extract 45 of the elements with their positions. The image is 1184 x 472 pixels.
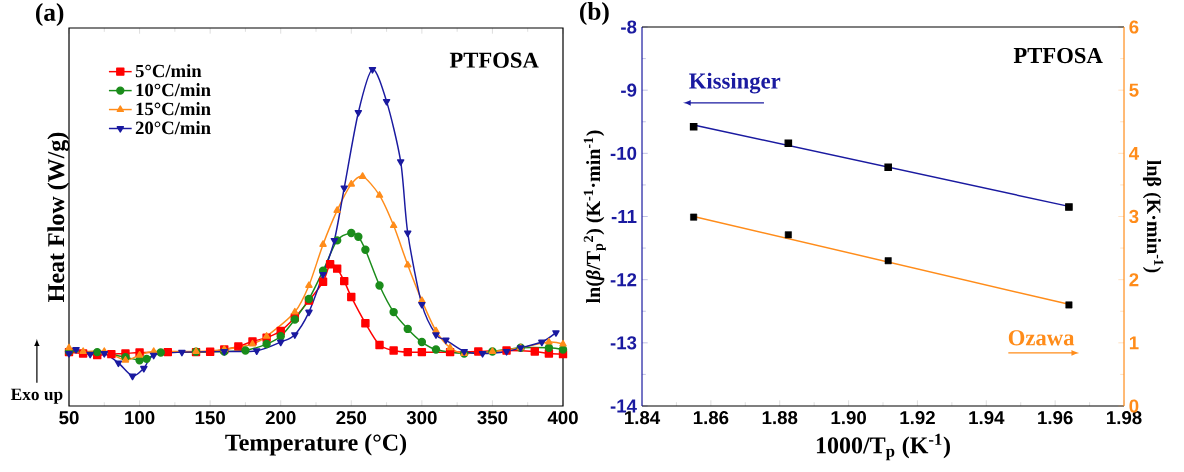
text: Exo up — [10, 388, 63, 404]
annotation: PTFOSA — [1013, 47, 1103, 64]
y2-tick-label: 0 — [1129, 399, 1139, 413]
legend-label: 20°C/min — [135, 121, 211, 135]
x-tick-label: 1.90 — [831, 411, 866, 425]
legend-label: 15°C/min — [136, 102, 211, 116]
legend-label: 10°C/min — [136, 83, 211, 97]
x-tick-label: 1.94 — [969, 411, 1005, 425]
annotation: Ozawa — [1008, 330, 1075, 346]
x-axis-title: 1000/T$_{p}$ (K$^{-1}$) — [816, 433, 950, 461]
y-tick-label: -8 — [621, 20, 637, 34]
x-tick-label: 350 — [477, 411, 508, 425]
x-tick-label: 1.84 — [625, 411, 661, 425]
text: PTFOSA — [449, 52, 539, 68]
y-tick-label: -14 — [610, 399, 637, 413]
x-tick-label: 200 — [265, 411, 296, 425]
x-axis-title: Temperature (°C) — [225, 433, 407, 456]
y2-tick-label: 4 — [1129, 146, 1140, 160]
x-tick-label: 400 — [547, 411, 578, 425]
legend-label: 5°C/min — [135, 64, 202, 78]
x-tick-label: 1.86 — [693, 411, 729, 425]
y-tick-label: -11 — [611, 210, 637, 223]
text: (a) — [35, 3, 64, 27]
x-tick-label: 250 — [336, 411, 367, 425]
y2-tick-label: 5 — [1129, 83, 1139, 97]
x-tick-label: 100 — [125, 411, 155, 425]
annotation: Kissinger — [689, 72, 781, 94]
y-tick-label: -12 — [610, 273, 637, 287]
y-tick-label: -10 — [610, 146, 637, 160]
y2-tick-label: 2 — [1129, 273, 1139, 287]
x-tick-label: 1.88 — [762, 411, 798, 425]
y-tick-label: -13 — [610, 336, 637, 350]
x-tick-label: 300 — [406, 411, 437, 425]
x-tick-label: 150 — [195, 411, 225, 425]
y2-axis-title: lnβ (K·min$^{-1}$) — [1142, 160, 1164, 273]
y2-tick-label: 1 — [1129, 336, 1139, 350]
y-tick-label: -9 — [621, 83, 637, 97]
x-tick-label: 1.96 — [1038, 411, 1073, 425]
x-tick-label: 1.92 — [900, 411, 935, 425]
text: (b) — [579, 2, 609, 26]
y2-tick-label: 3 — [1129, 209, 1139, 224]
y2-tick-label: 6 — [1129, 20, 1139, 34]
y-axis-title: Heat Flow (W/g) — [47, 132, 70, 302]
x-tick-label: 1.98 — [1107, 411, 1142, 425]
x-tick-label: 50 — [59, 411, 79, 425]
